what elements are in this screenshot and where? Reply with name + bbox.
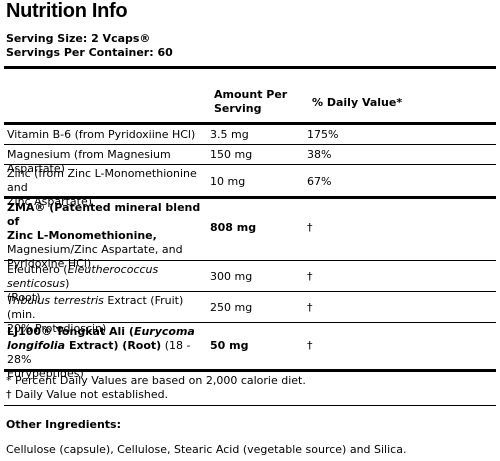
row-divider [4,144,496,145]
nutrient-amount: 808 mg [210,221,257,234]
nutrient-name-line: (Root) [7,291,41,304]
amount-header-line2: Serving [214,102,262,115]
nutrient-name-line: longifolia Extract) (Root) (18 - 28% [7,339,191,366]
header-heavy-rule [4,122,496,125]
other-ingredients-title: Other Ingredients: [6,418,121,431]
row-divider [4,322,496,323]
footnote-percent-dv: * Percent Daily Values are based on 2,00… [6,374,306,387]
nutrient-name: Eleuthero (Eleutherococcus senticosus) (… [7,263,207,305]
nutrient-name-line: Zinc L-Monomethionine, [7,229,157,242]
table-row: LJ100® Tongkat Ali (Eurycoma longifolia … [4,325,496,380]
nutrient-name: Magnesium (from Magnesium Aspartate) [7,148,171,175]
top-heavy-rule [4,66,496,69]
nutrient-amount: 10 mg [210,175,246,188]
amount-header-line1: Amount Per [214,88,288,101]
table-row: Tribulus terrestris Extract (Fruit) (min… [4,294,496,335]
nutrient-amount: 3.5 mg [210,128,249,141]
nutrient-amount: 250 mg [210,301,253,314]
footnote-bottom-rule [4,405,496,406]
nutrient-amount: 50 mg [210,339,249,352]
nutrient-name-line: LJ100® Tongkat Ali (Eurycoma [7,325,195,338]
nutrient-name: Zinc (from Zinc L-Monomethionine and Zin… [7,167,207,209]
other-ingredients-text: Cellulose (capsule), Cellulose, Stearic … [6,443,407,456]
row-divider [4,291,496,292]
nutrient-dv: 38% [307,148,332,161]
nutrient-dv: 67% [307,175,332,188]
table-row: ZMA® (Patented mineral blend of Zinc L-M… [4,201,496,270]
nutrient-name-line: 20% Protodioscin) [7,322,107,335]
nutrient-amount: 300 mg [210,270,253,283]
nutrient-name-line: Eleuthero (Eleutherococcus senticosus) [7,263,159,290]
nutrient-dv: † [307,301,313,314]
nutrient-name: Vitamin B-6 (from Pyridoxiine HCl) [7,128,196,141]
footnote-dagger: † Daily Value not established. [6,388,169,401]
nutrient-name-line: Zinc (from Zinc L-Monomethionine and [7,167,197,194]
row-divider [4,164,496,165]
nutrient-name: ZMA® (Patented mineral blend of Zinc L-M… [7,201,207,271]
nutrient-dv: † [307,339,313,352]
nutrient-name-line: Tribulus terrestris Extract (Fruit) (min… [7,294,184,321]
row-heavy-divider [4,196,496,199]
nutrient-name: LJ100® Tongkat Ali (Eurycoma longifolia … [7,325,207,381]
table-bottom-heavy-rule [4,369,496,372]
table-row: Eleuthero (Eleutherococcus senticosus) (… [4,263,496,304]
nutrient-dv: 175% [307,128,339,141]
nutrient-name-line: Magnesium/Zinc Aspartate, and [7,243,183,256]
serving-size: Serving Size: 2 Vcaps® [6,32,151,45]
nutrient-dv: † [307,270,313,283]
nutrient-amount: 150 mg [210,148,253,161]
servings-per-container: Servings Per Container: 60 [6,46,173,59]
page-title: Nutrition Info [6,0,128,22]
row-divider [4,260,496,261]
table-row: Zinc (from Zinc L-Monomethionine and Zin… [4,167,496,208]
nutrient-dv: † [307,221,313,234]
nutrient-name: Tribulus terrestris Extract (Fruit) (min… [7,294,207,336]
daily-value-header: % Daily Value* [312,96,403,109]
nutrient-name-line: ZMA® (Patented mineral blend of [7,201,201,228]
